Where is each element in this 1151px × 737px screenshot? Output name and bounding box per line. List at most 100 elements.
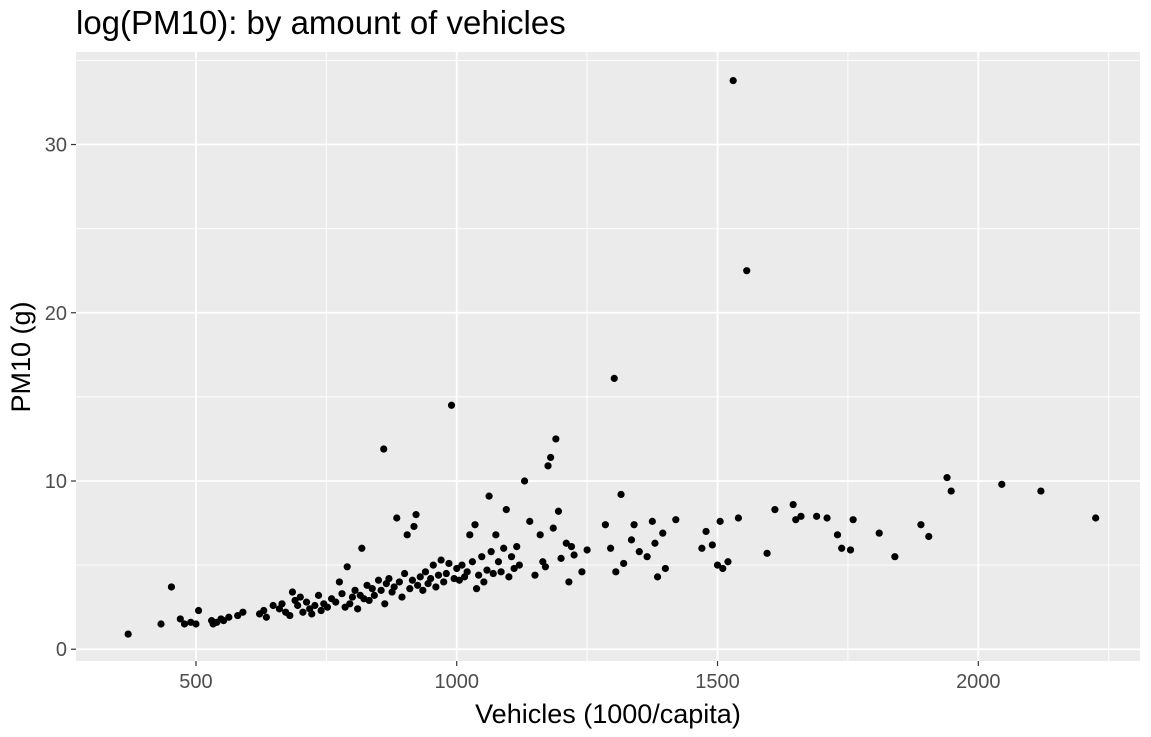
data-point xyxy=(789,500,797,509)
data-point xyxy=(381,600,389,608)
plot-panel xyxy=(76,52,1140,661)
data-point xyxy=(536,531,544,539)
data-point xyxy=(947,487,955,495)
data-point xyxy=(398,593,406,601)
data-point xyxy=(483,566,491,574)
data-point xyxy=(635,548,643,556)
data-point xyxy=(124,630,132,638)
minor-gridlines xyxy=(76,52,1140,661)
data-point xyxy=(771,505,779,514)
data-point xyxy=(296,593,304,601)
data-point xyxy=(427,574,435,583)
data-point xyxy=(412,511,420,519)
data-point xyxy=(406,585,414,593)
data-point xyxy=(661,564,669,573)
data-point xyxy=(453,564,461,573)
data-point xyxy=(610,374,618,382)
data-point xyxy=(513,543,521,551)
data-point xyxy=(421,568,430,576)
data-point xyxy=(286,611,294,620)
data-point xyxy=(354,605,362,613)
data-point xyxy=(475,571,483,579)
data-point xyxy=(849,516,857,524)
data-point xyxy=(403,531,411,539)
data-point xyxy=(875,529,883,537)
data-point xyxy=(351,586,359,594)
data-point xyxy=(348,593,357,601)
data-point xyxy=(374,576,383,584)
data-point xyxy=(570,551,578,559)
data-point xyxy=(269,601,277,610)
data-point xyxy=(445,559,453,568)
data-point xyxy=(408,576,417,584)
data-point xyxy=(455,576,463,584)
data-point xyxy=(393,514,401,522)
y-tick-label: 20 xyxy=(45,303,67,325)
data-point xyxy=(410,522,418,531)
y-tick-label: 10 xyxy=(45,471,67,493)
data-point xyxy=(643,553,651,561)
data-point xyxy=(437,556,445,564)
data-point xyxy=(554,507,563,515)
data-point xyxy=(719,564,727,573)
data-point xyxy=(734,514,742,522)
data-point xyxy=(220,617,228,625)
data-point xyxy=(502,505,510,514)
data-point xyxy=(471,521,479,529)
data-point xyxy=(432,583,440,591)
data-point xyxy=(505,573,513,581)
data-point xyxy=(485,492,493,500)
data-point xyxy=(434,571,443,579)
data-point xyxy=(601,521,609,529)
data-points xyxy=(124,76,1100,638)
data-point xyxy=(157,620,165,628)
data-point xyxy=(335,578,343,586)
data-point xyxy=(838,544,846,552)
data-point xyxy=(442,569,450,578)
data-point xyxy=(262,613,270,621)
data-point xyxy=(763,549,771,557)
data-point xyxy=(234,611,242,620)
data-point xyxy=(288,588,297,596)
x-tick-label: 2000 xyxy=(956,671,1001,693)
data-point xyxy=(302,598,311,606)
x-axis-title: Vehicles (1000/capita) xyxy=(475,699,741,729)
y-axis: 0 10 20 30 xyxy=(45,135,76,661)
data-point xyxy=(429,561,437,569)
data-point xyxy=(385,574,393,583)
data-point xyxy=(549,524,557,532)
data-point xyxy=(620,559,628,568)
data-point xyxy=(846,546,855,554)
data-point xyxy=(724,558,732,566)
data-point xyxy=(463,568,471,576)
data-point xyxy=(627,536,636,544)
data-point xyxy=(698,544,706,552)
data-point xyxy=(925,532,933,541)
data-point xyxy=(192,620,200,628)
data-point xyxy=(672,516,680,524)
data-point xyxy=(917,521,925,529)
data-point xyxy=(239,608,247,616)
data-point xyxy=(708,541,716,549)
data-point xyxy=(716,517,724,525)
data-point xyxy=(552,435,560,443)
data-point xyxy=(578,568,586,576)
x-tick-label: 1500 xyxy=(695,671,740,693)
data-point xyxy=(416,573,424,581)
data-point xyxy=(176,615,184,623)
data-point xyxy=(510,564,518,573)
data-point xyxy=(541,563,550,571)
data-point xyxy=(607,544,615,552)
data-point xyxy=(419,586,427,594)
data-point xyxy=(943,474,951,482)
data-point xyxy=(368,585,376,593)
x-axis: 500 1000 1500 2000 xyxy=(179,661,1001,693)
data-point xyxy=(414,581,422,589)
data-point xyxy=(480,578,488,586)
data-point xyxy=(365,596,373,605)
data-point xyxy=(659,529,667,537)
data-point xyxy=(377,586,385,594)
data-point xyxy=(478,553,486,561)
data-point xyxy=(358,544,366,552)
data-point xyxy=(489,569,497,578)
